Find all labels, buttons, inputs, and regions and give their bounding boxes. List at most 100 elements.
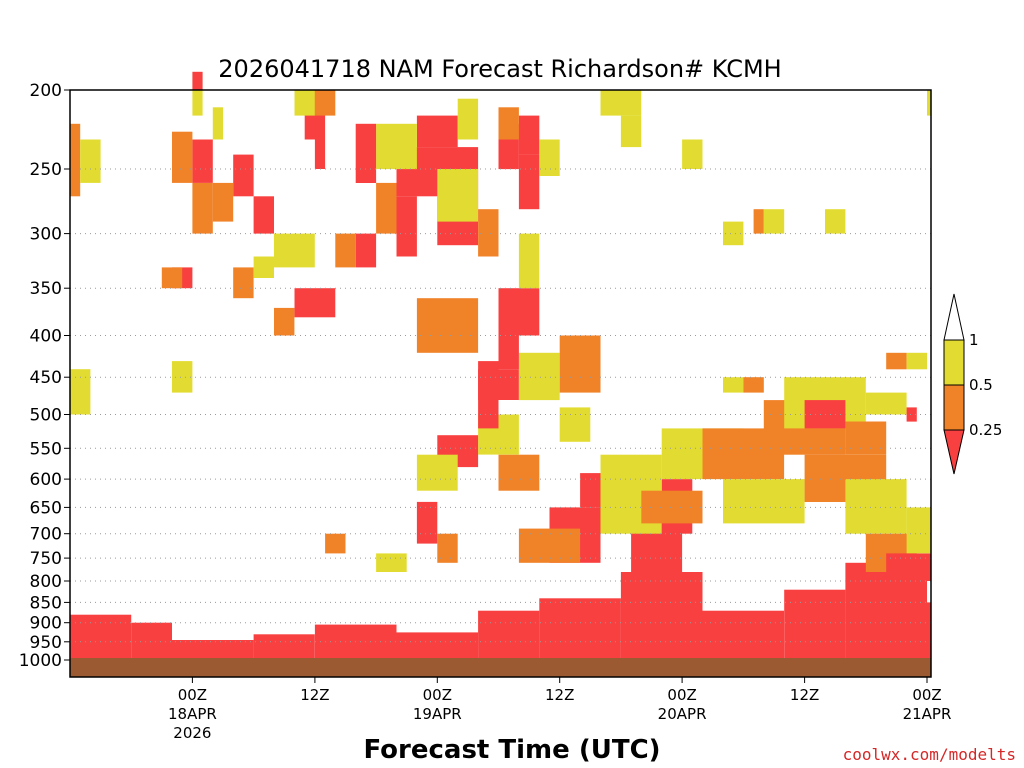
heatmap-cell [437,533,458,563]
heatmap-cell [845,479,907,534]
y-axis: 200 250 300 350 400 450 500 550 600 650 700 750 8008… [19,81,70,671]
heatmap-cell [212,182,234,222]
heatmap-cell [192,71,203,90]
heatmap-cell [743,377,764,393]
legend-label-1: 1 [969,331,979,349]
heatmap-cell [906,352,927,370]
x-tick-label: 12Z [790,686,819,704]
y-tick-label: 250 [30,160,62,180]
heatmap-cell [763,209,785,234]
y-tick-label: 500 [30,406,62,426]
heatmap-cell [172,361,193,393]
legend-label-0-5: 0.5 [969,376,993,394]
x-tick-label: 00Z [423,686,452,704]
heatmap-cell [753,209,764,234]
heatmap-cell [865,392,907,415]
heatmap-cell [498,288,540,336]
heatmap-cell [355,233,377,268]
heatmap-cell [233,154,254,197]
heatmap-cell [478,209,499,257]
legend-swatch-mid-high [943,339,965,386]
heatmap-cell [620,572,703,660]
heatmap-cell [498,454,540,491]
credit-text: coolwx.com/modelts [843,745,1016,764]
heatmap-cell [518,154,540,210]
y-tick-label: 800 [30,572,62,592]
plot-frame [69,89,932,678]
legend-label-0-25: 0.25 [969,421,1002,439]
x-tick-label: 00Z [667,686,696,704]
heatmap-cell [927,602,931,660]
legend-cap-high [943,293,965,341]
heatmap-cell [70,614,132,660]
y-tick-label: 300 [30,225,62,245]
heatmap-cell [416,115,458,148]
heatmap-cell [274,233,315,268]
heatmap-cell [172,131,193,183]
heatmap-cell [478,610,540,660]
heatmap-cell [253,196,274,234]
heatmap-cell [478,361,499,429]
legend-swatch-mid-low [943,384,965,431]
heatmap-cell [927,90,931,116]
heatmap-cell [600,90,642,116]
heatmap-cell [416,298,479,353]
heatmap-cell [253,634,315,660]
heatmap-cell [314,90,336,116]
heatmap-cell [518,352,560,401]
y-tick-label: 350 [30,279,62,299]
x-tick-label: 00Z [912,686,941,704]
heatmap-cell [376,553,407,572]
heatmap-cell [539,598,621,660]
heatmap-cell [784,589,846,660]
heatmap-cell [192,139,213,183]
x-axis-label: Forecast Time (UTC) [363,735,660,765]
heatmap-cell [314,139,326,169]
x-tick-year: 2026 [173,724,211,742]
heatmap-cell [723,377,744,393]
heatmap-cell [682,139,703,169]
heatmap-cell [70,123,81,197]
y-tick-label: 200 [30,81,62,101]
x-tick-label: 12Z [300,686,329,704]
plot-area [69,71,932,678]
heatmap-cell [161,267,183,289]
y-tick-label: 900 [30,614,62,634]
ground-layer [70,658,931,677]
heatmap-cell [396,196,417,257]
heatmap-cell [80,139,101,183]
heatmap-cell [702,610,785,660]
y-tick-label: 450 [30,368,62,388]
heatmap-cell [723,221,744,246]
x-tick-label: 00Z [178,686,207,704]
heatmap-cell [559,335,601,393]
color-legend: 1 0.5 0.25 [943,293,1002,475]
chart-title: 2026041718 NAM Forecast Richardson# KCMH [218,55,781,83]
heatmap-cell [518,528,581,563]
heatmap-cell [886,553,931,581]
heatmap-cell [212,107,223,140]
heatmap-cell [437,169,479,222]
y-tick-label: 850 [30,593,62,613]
heatmap-cells [70,71,931,660]
legend-cap-low [943,429,965,475]
y-tick-label: 1000 [19,651,62,671]
heatmap-cell [498,107,519,140]
heatmap-cell [274,307,295,336]
heatmap-cell [518,233,540,289]
heatmap-cell [518,115,540,155]
heatmap-cell [641,490,703,524]
heatmap-cell [294,90,315,116]
heatmap-cell [906,407,917,422]
y-tick-label: 400 [30,327,62,347]
heatmap-cell [253,256,274,278]
heatmap-cell [192,90,203,116]
heatmap-cell [539,139,560,176]
heatmap-cell [416,454,458,491]
heatmap-cell [457,98,479,140]
heatmap-cell [396,632,479,660]
x-tick-date: 20APR [658,705,707,723]
heatmap-cell [825,209,846,234]
